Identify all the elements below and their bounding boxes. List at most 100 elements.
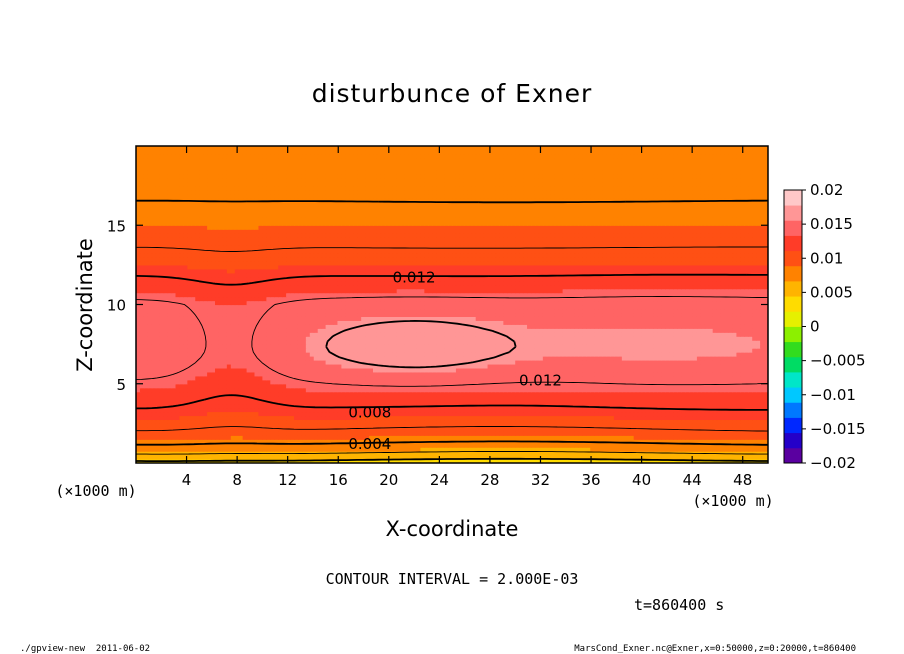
field-cell [586, 348, 591, 353]
field-cell [345, 391, 350, 397]
field-cell [641, 435, 647, 440]
field-cell [542, 451, 548, 456]
field-cell [416, 411, 421, 417]
field-cell [238, 356, 244, 361]
field-cell [685, 439, 690, 444]
field-cell [258, 348, 263, 353]
field-cell [369, 391, 374, 397]
field-cell [380, 359, 386, 365]
field-cell [696, 387, 702, 393]
field-cell [479, 340, 485, 345]
field-cell [483, 395, 489, 401]
field-cell [649, 340, 655, 345]
field-cell [578, 451, 583, 456]
field-cell [294, 423, 299, 428]
field-cell [420, 399, 425, 405]
field-cell [250, 391, 256, 397]
field-cell [301, 431, 307, 436]
field-cell [566, 399, 572, 405]
field-cell [590, 363, 595, 369]
field-cell [570, 348, 576, 353]
field-cell [507, 455, 512, 460]
field-cell [602, 407, 607, 413]
field-cell [534, 371, 540, 377]
field-cell [416, 379, 421, 385]
field-cell [681, 419, 686, 424]
field-cell [167, 336, 173, 341]
field-cell [357, 443, 362, 448]
field-cell [689, 356, 694, 361]
field-cell [602, 356, 607, 361]
field-cell [740, 371, 745, 377]
field-cell [424, 419, 429, 424]
field-cell [250, 375, 256, 381]
field-cell [282, 352, 287, 357]
field-cell [487, 340, 493, 345]
field-cell [250, 423, 256, 428]
field-cell [621, 367, 627, 373]
field-cell [218, 403, 224, 409]
field-cell [171, 431, 177, 436]
field-cell [432, 348, 437, 353]
field-cell [582, 391, 587, 397]
field-cell [606, 387, 611, 393]
field-cell [258, 383, 263, 389]
field-cell [669, 403, 674, 409]
field-cell [297, 379, 303, 385]
field-cell [278, 399, 283, 405]
field-cell [704, 395, 710, 401]
field-cell [215, 363, 220, 369]
field-cell [151, 391, 157, 397]
field-cell [353, 455, 358, 460]
field-cell [681, 371, 686, 377]
field-cell [752, 395, 757, 401]
field-cell [428, 379, 433, 385]
field-cell [519, 371, 524, 377]
field-cell [222, 375, 228, 381]
field-cell [487, 415, 493, 421]
field-cell [203, 407, 208, 413]
field-cell [578, 371, 583, 377]
field-cell [388, 387, 394, 393]
field-cell [558, 451, 564, 456]
field-cell [463, 344, 469, 349]
field-cell [748, 375, 753, 381]
field-cell [720, 411, 726, 417]
field-cell [523, 423, 528, 428]
field-cell [373, 435, 378, 440]
field-cell [590, 407, 595, 413]
field-cell [305, 407, 311, 413]
field-cell [586, 443, 591, 448]
field-cell [606, 423, 611, 428]
field-cell [479, 415, 485, 421]
field-cell [325, 367, 331, 373]
field-cell [550, 383, 556, 389]
field-cell [139, 383, 145, 389]
field-cell [527, 395, 532, 401]
field-cell [155, 423, 161, 428]
field-cell [665, 352, 670, 357]
field-cell [230, 407, 236, 413]
field-cell [317, 431, 323, 436]
field-cell [143, 419, 149, 424]
field-cell [621, 403, 627, 409]
field-cell [428, 447, 433, 452]
field-cell [448, 348, 453, 353]
field-cell [416, 340, 421, 345]
field-cell [151, 455, 157, 460]
field-cell [147, 435, 153, 440]
field-cell [139, 363, 145, 369]
field-cell [610, 403, 615, 409]
field-cell [602, 391, 607, 397]
field-cell [542, 455, 548, 460]
field-cell [452, 411, 457, 417]
field-cell [594, 455, 599, 460]
field-cell [278, 435, 283, 440]
field-cell [728, 383, 734, 389]
field-cell [661, 443, 666, 448]
field-cell [246, 348, 252, 353]
field-cell [195, 411, 200, 417]
field-cell [349, 379, 354, 385]
field-cell [301, 356, 307, 361]
field-cell [625, 352, 631, 357]
